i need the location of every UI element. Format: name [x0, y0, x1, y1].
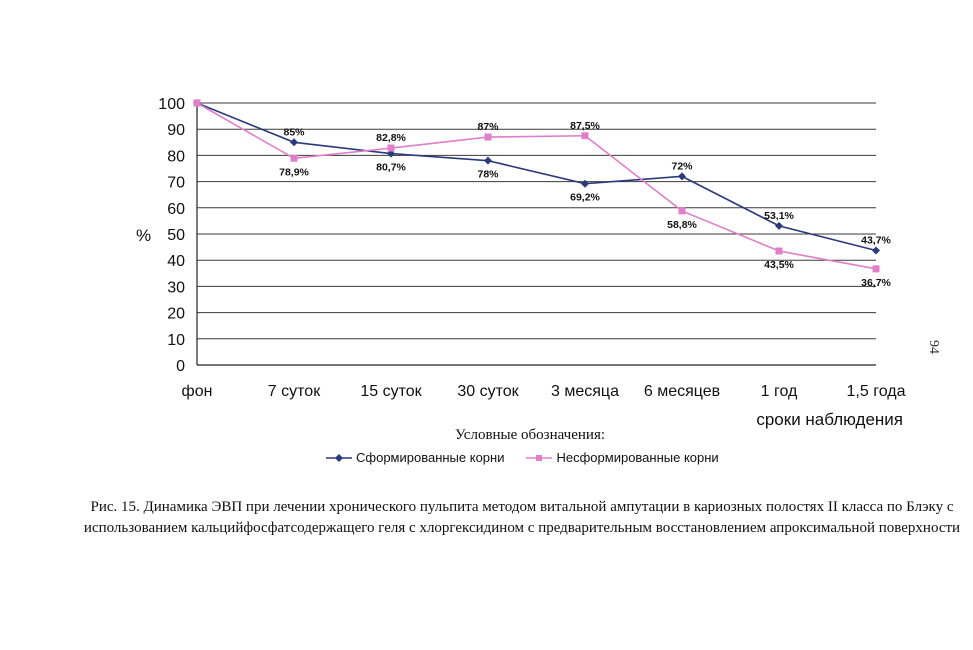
series-line-1 — [196, 102, 877, 270]
x-tick-label: 6 месяцев — [644, 383, 720, 400]
data-point-diamond — [581, 179, 589, 188]
x-tick-label: фон — [182, 383, 213, 400]
y-tick-label: 30 — [167, 279, 185, 296]
data-label: 53,1% — [764, 210, 794, 222]
legend-item-unformed: Несформированные корни — [526, 450, 719, 465]
y-tick-label: 40 — [167, 253, 185, 270]
data-label: 78,9% — [279, 166, 309, 178]
legend-swatch-formed — [326, 453, 352, 462]
data-label: 36,7% — [861, 277, 891, 289]
x-axis-label: сроки наблюдения — [756, 410, 903, 429]
data-point-diamond — [387, 149, 395, 158]
y-tick-label: 70 — [167, 175, 185, 192]
legend-label-formed: Сформированные корни — [356, 450, 505, 465]
x-tick-labels: фон 7 суток 15 суток 30 суток 3 месяца 6 меся… — [182, 383, 906, 400]
x-tick-label: 15 суток — [360, 383, 422, 400]
data-label: 82,8% — [376, 132, 406, 144]
legend: Сформированные корни Несформированные ко… — [326, 450, 719, 465]
figure-caption: Рис. 15. Динамика ЭВП при лечении хронич… — [83, 499, 961, 536]
data-label: 43,7% — [861, 235, 891, 247]
data-label: 85% — [283, 126, 305, 138]
data-label: 43,5% — [764, 259, 794, 271]
x-tick-label: 3 месяца — [551, 383, 619, 400]
y-tick-label: 60 — [167, 201, 185, 218]
data-point-square — [872, 265, 880, 273]
x-tick-label: 1 год — [761, 383, 798, 400]
data-label: 87% — [477, 121, 499, 133]
data-label: 87,5% — [570, 120, 600, 132]
data-point-square — [290, 154, 298, 162]
data-point-square — [193, 99, 201, 107]
y-tick-label: 0 — [176, 358, 185, 375]
y-tick-label: 100 — [158, 96, 185, 113]
data-label: 72% — [671, 160, 693, 172]
data-point-diamond — [484, 156, 492, 165]
legend-title: Условные обозначения: — [454, 427, 606, 443]
legend-item-formed: Сформированные корни — [326, 450, 504, 465]
gridlines — [196, 102, 876, 366]
data-labels: 85% 80,7% 78% 69,2% 72% 53,1% 43,7% 78,9% 82,8% 8… — [279, 120, 891, 289]
y-tick-label: 90 — [167, 122, 185, 139]
x-tick-label: 30 суток — [457, 383, 519, 400]
data-label: 78% — [477, 169, 499, 181]
data-point-diamond — [678, 172, 686, 181]
series — [193, 99, 880, 273]
data-label: 69,2% — [570, 192, 600, 204]
data-point-diamond — [290, 138, 298, 147]
data-point-diamond — [872, 246, 880, 255]
y-tick-label: 10 — [167, 332, 185, 349]
data-point-square — [775, 247, 783, 255]
x-tick-label: 1,5 года — [847, 383, 906, 400]
x-tick-label: 7 суток — [268, 383, 321, 400]
data-point-square — [484, 133, 492, 141]
data-point-diamond — [775, 221, 783, 230]
series-line-0 — [196, 102, 877, 252]
data-point-square — [387, 144, 395, 152]
y-tick-label: 80 — [167, 148, 185, 165]
y-axis-label: % — [136, 226, 151, 245]
data-point-square — [581, 132, 589, 140]
legend-label-unformed: Несформированные корни — [556, 450, 719, 465]
page-number: 94 — [926, 340, 941, 354]
y-tick-label: 20 — [167, 306, 185, 323]
y-tick-labels: 0 10 20 30 40 50 60 70 80 90 100 — [158, 96, 185, 375]
data-point-square — [678, 207, 686, 215]
legend-swatch-unformed — [526, 454, 553, 461]
data-label: 80,7% — [376, 162, 406, 174]
data-label: 58,8% — [667, 219, 697, 231]
y-tick-label: 50 — [167, 227, 185, 244]
